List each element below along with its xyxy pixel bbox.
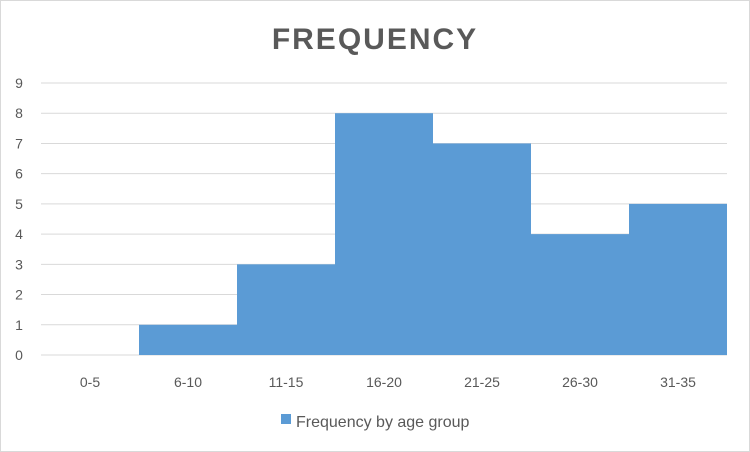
x-tick-label: 31-35 <box>660 374 696 390</box>
y-tick-label: 1 <box>15 317 23 333</box>
y-tick-label: 5 <box>15 196 23 212</box>
bar <box>335 113 433 355</box>
bar <box>139 324 237 355</box>
bar <box>433 143 531 355</box>
y-tick-label: 2 <box>15 287 23 303</box>
x-tick-label: 0-5 <box>80 374 100 390</box>
y-tick-label: 8 <box>15 105 23 121</box>
bars <box>139 113 727 355</box>
legend-swatch <box>281 414 291 424</box>
x-tick-label: 26-30 <box>562 374 598 390</box>
y-tick-label: 4 <box>15 226 23 242</box>
bar <box>237 264 335 355</box>
y-tick-label: 9 <box>15 75 23 91</box>
y-tick-label: 3 <box>15 256 23 272</box>
x-tick-label: 11-15 <box>269 374 304 390</box>
chart-title: FREQUENCY <box>272 23 478 56</box>
legend: Frequency by age group <box>281 414 470 431</box>
y-tick-label: 7 <box>15 135 23 151</box>
legend-label: Frequency by age group <box>296 414 470 431</box>
x-axis-ticks: 0-5 6-10 11-15 16-20 21-25 26-30 31-35 <box>80 374 696 390</box>
x-tick-label: 16-20 <box>366 374 402 390</box>
bar <box>531 234 629 355</box>
y-axis-ticks: 0 1 2 3 4 5 6 7 8 9 <box>15 75 23 363</box>
y-tick-label: 6 <box>15 166 23 182</box>
x-tick-label: 6-10 <box>174 374 202 390</box>
bar <box>629 203 727 355</box>
x-tick-label: 21-25 <box>464 374 500 390</box>
y-tick-label: 0 <box>15 347 23 363</box>
